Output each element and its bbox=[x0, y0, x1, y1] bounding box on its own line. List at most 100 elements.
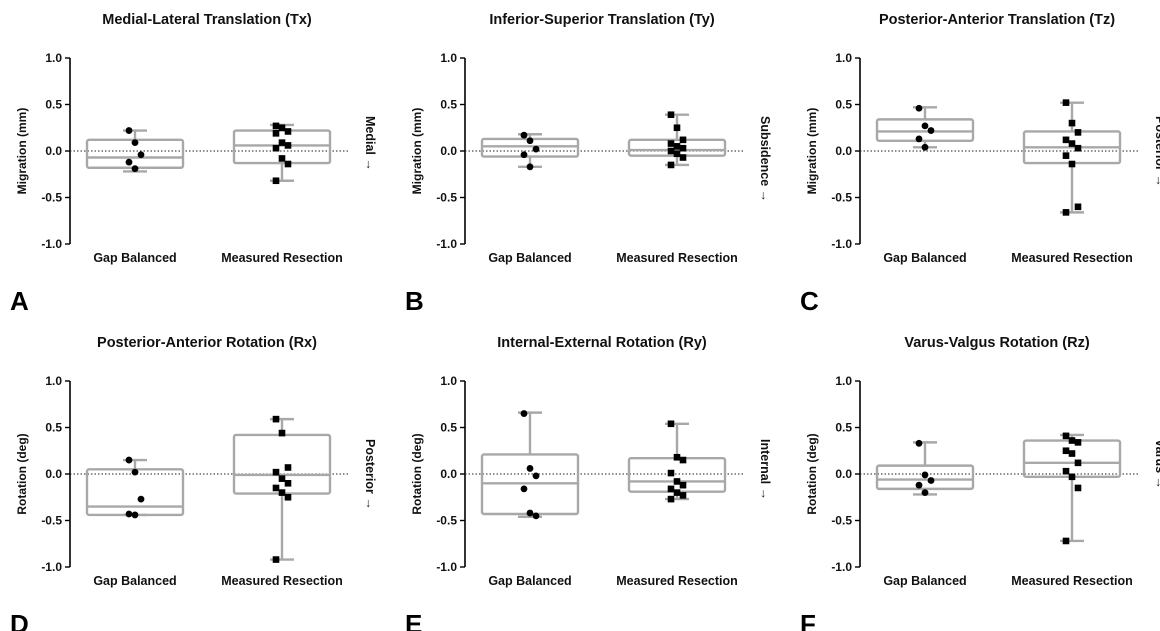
panel-c-point-measured-resection bbox=[1062, 136, 1070, 144]
panel-d-box-gap-balanced bbox=[85, 468, 185, 517]
panel-d-title: Posterior-Anterior Rotation (Rx) bbox=[97, 335, 317, 351]
panel-a-y-axis-label: Migration (mm) bbox=[15, 108, 29, 195]
panel-b-point-measured-resection bbox=[667, 111, 675, 119]
panel-d-point-measured-resection bbox=[272, 415, 280, 423]
panel-e-category-label: Measured Resection bbox=[616, 574, 738, 588]
panel-e-point-measured-resection bbox=[667, 469, 675, 477]
panel-a-point-measured-resection bbox=[272, 144, 280, 152]
panel-c-point-measured-resection bbox=[1062, 209, 1070, 216]
panel-e-point-measured-resection bbox=[673, 489, 681, 496]
panel-b-y-axis-label: Migration (mm) bbox=[410, 108, 424, 195]
panel-a-point-measured-resection bbox=[284, 128, 292, 135]
panel-d-direction-label: Posterior → bbox=[363, 439, 377, 510]
panel-c-point-measured-resection bbox=[1062, 152, 1070, 159]
panel-f-point-measured-resection bbox=[1074, 459, 1082, 467]
panel-e-point-gap-balanced bbox=[526, 465, 534, 472]
panel-b-y-tick-label: -0.5 bbox=[436, 191, 457, 205]
panel-a-point-measured-resection bbox=[272, 130, 280, 137]
panel-c-y-tick-label: 0.5 bbox=[835, 98, 852, 112]
panel-f-point-gap-balanced bbox=[915, 481, 923, 489]
panel-a-y-tick-label: -0.5 bbox=[41, 191, 62, 205]
panel-d-point-measured-resection bbox=[284, 480, 292, 487]
panel-a-y-tick-label: -1.0 bbox=[41, 237, 62, 251]
panel-c-panel-letter: C bbox=[800, 286, 819, 316]
panel-d-category-label: Measured Resection bbox=[221, 574, 343, 588]
panel-c-point-measured-resection bbox=[1074, 129, 1082, 136]
panel-b-y-tick-label: 1.0 bbox=[440, 51, 457, 65]
panel-a-point-measured-resection bbox=[284, 142, 292, 149]
panel-c-point-measured-resection bbox=[1068, 119, 1076, 127]
panel-c-point-measured-resection bbox=[1068, 140, 1076, 147]
panel-b-point-gap-balanced bbox=[526, 163, 534, 171]
panel-f-panel-letter: F bbox=[800, 609, 816, 631]
panel-c-box-gap-balanced bbox=[875, 118, 975, 142]
panel-e-point-gap-balanced bbox=[532, 512, 540, 520]
panel-d-y-tick-label: 0.5 bbox=[45, 421, 62, 435]
panel-c-y-axis-label: Migration (mm) bbox=[805, 108, 819, 195]
panel-c-point-gap-balanced bbox=[915, 135, 923, 143]
panel-f-title: Varus-Valgus Rotation (Rz) bbox=[904, 335, 1089, 351]
panel-e-y-tick-label: 1.0 bbox=[440, 374, 457, 388]
panel-f-category-label: Gap Balanced bbox=[883, 574, 966, 588]
panel-d-point-measured-resection bbox=[278, 489, 286, 496]
panel-d-category-label: Gap Balanced bbox=[93, 574, 176, 588]
panel-f-category-label: Measured Resection bbox=[1011, 574, 1133, 588]
panel-b-point-measured-resection bbox=[679, 154, 687, 161]
panel-a-point-gap-balanced bbox=[131, 139, 139, 147]
panel-e-point-measured-resection bbox=[673, 453, 681, 461]
panel-c-point-measured-resection bbox=[1062, 99, 1070, 106]
panel-d-point-measured-resection bbox=[284, 493, 292, 501]
panel-f-point-measured-resection bbox=[1074, 439, 1082, 446]
panel-b-category-label: Gap Balanced bbox=[488, 251, 571, 265]
panel-e-y-axis-label: Rotation (deg) bbox=[410, 433, 424, 514]
panel-c-y-tick-label: -1.0 bbox=[831, 237, 852, 251]
panel-d-y-tick-label: 1.0 bbox=[45, 374, 62, 388]
panel-f-point-gap-balanced bbox=[915, 439, 923, 447]
panel-e-y-tick-label: 0.5 bbox=[440, 421, 457, 435]
panel-c-point-measured-resection bbox=[1074, 203, 1082, 211]
panel-f-point-measured-resection bbox=[1068, 450, 1076, 457]
panel-c-point-measured-resection bbox=[1068, 160, 1076, 168]
panel-b-direction-label: Subsidence → bbox=[758, 116, 772, 202]
panel-e-y-tick-label: -1.0 bbox=[436, 560, 457, 574]
panel-f-point-measured-resection bbox=[1062, 467, 1070, 475]
panel-e-point-measured-resection bbox=[667, 420, 675, 428]
panel-f-y-tick-label: 0.0 bbox=[835, 467, 852, 481]
panel-c-title: Posterior-Anterior Translation (Tz) bbox=[879, 12, 1115, 28]
panel-e-category-label: Gap Balanced bbox=[488, 574, 571, 588]
panel-f-direction-label: Varus → bbox=[1153, 439, 1160, 489]
panel-e-point-gap-balanced bbox=[526, 509, 534, 517]
panel-d-point-measured-resection bbox=[272, 468, 280, 476]
panel-b-panel-letter: B bbox=[405, 286, 424, 316]
panel-b-point-measured-resection bbox=[673, 124, 681, 132]
panel-f-point-measured-resection bbox=[1062, 447, 1070, 455]
panel-d-y-tick-label: -1.0 bbox=[41, 560, 62, 574]
panel-b-point-measured-resection bbox=[679, 144, 687, 152]
panel-e-point-measured-resection bbox=[673, 478, 681, 485]
panel-e-y-tick-label: 0.0 bbox=[440, 467, 457, 481]
panel-d-point-gap-balanced bbox=[137, 495, 145, 503]
panel-e-box-measured-resection bbox=[627, 456, 727, 493]
panel-c-y-tick-label: 0.0 bbox=[835, 144, 852, 158]
panel-a-category-label: Gap Balanced bbox=[93, 251, 176, 265]
panel-f-point-measured-resection bbox=[1062, 537, 1070, 545]
panel-f-point-gap-balanced bbox=[921, 471, 929, 479]
panel-f-point-gap-balanced bbox=[921, 489, 929, 496]
panel-b-point-measured-resection bbox=[667, 140, 675, 147]
panel-b-point-gap-balanced bbox=[520, 131, 528, 139]
panel-a-point-measured-resection bbox=[278, 124, 286, 132]
panel-b-point-gap-balanced bbox=[532, 145, 540, 153]
panel-e-panel-letter: E bbox=[405, 609, 422, 631]
panel-e-y-tick-label: -0.5 bbox=[436, 514, 457, 528]
panel-a-point-measured-resection bbox=[272, 177, 280, 185]
panel-d-point-measured-resection bbox=[284, 464, 292, 471]
panel-d-panel-letter: D bbox=[10, 609, 29, 631]
panel-b-y-tick-label: 0.5 bbox=[440, 98, 457, 112]
panel-a-y-tick-label: 0.5 bbox=[45, 98, 62, 112]
panel-c-direction-label: Posterior → bbox=[1153, 116, 1160, 187]
panel-e-point-measured-resection bbox=[679, 492, 687, 499]
panel-c-category-label: Gap Balanced bbox=[883, 251, 966, 265]
panel-a-panel-letter: A bbox=[10, 286, 29, 316]
panel-a-point-gap-balanced bbox=[125, 158, 133, 166]
panel-c-y-tick-label: 1.0 bbox=[835, 51, 852, 65]
